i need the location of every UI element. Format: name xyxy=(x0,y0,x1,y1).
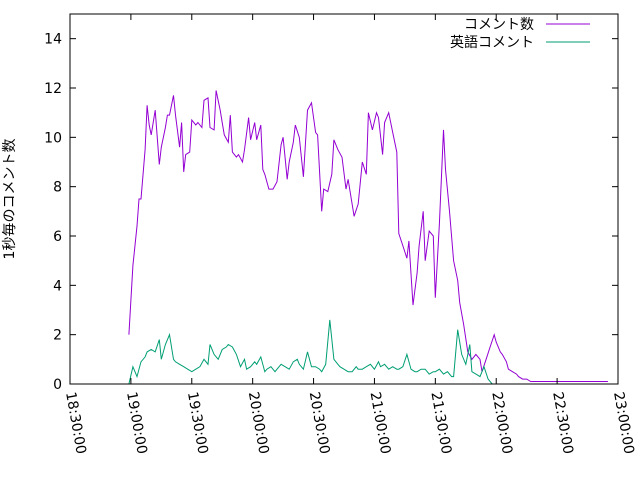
x-tick-label: 19:00:00 xyxy=(123,391,150,456)
x-tick-label: 22:30:00 xyxy=(549,391,576,456)
x-tick-label: 21:00:00 xyxy=(367,391,394,456)
x-tick-label: 20:00:00 xyxy=(245,391,272,456)
y-tick-label: 0 xyxy=(53,377,62,393)
y-tick-label: 10 xyxy=(44,130,62,146)
legend-label-1: 英語コメント xyxy=(450,34,534,51)
x-tick-label: 20:30:00 xyxy=(306,391,333,456)
y-tick-label: 4 xyxy=(53,278,62,294)
y-tick-label: 14 xyxy=(44,32,62,48)
x-tick-label: 21:30:00 xyxy=(427,391,454,456)
x-tick-label: 19:30:00 xyxy=(184,391,211,456)
plot-frame xyxy=(69,13,619,385)
y-tick-label: 8 xyxy=(53,180,62,196)
y-axis: 0 2 4 6 8 10 12 14 xyxy=(44,32,618,393)
series-layer xyxy=(128,90,608,385)
y-tick-label: 12 xyxy=(44,81,62,97)
y-axis-label: 1秒毎のコメント数 xyxy=(2,139,18,260)
series-line-0 xyxy=(128,90,608,382)
series-line-1 xyxy=(128,319,598,385)
legend-label-0: コメント数 xyxy=(464,17,534,33)
x-tick-label: 23:00:00 xyxy=(610,391,637,456)
y-tick-label: 2 xyxy=(53,328,62,344)
y-tick-label: 6 xyxy=(53,229,62,245)
x-tick-label: 22:00:00 xyxy=(488,391,515,456)
x-axis: 18:30:00 19:00:00 19:30:00 20:00:00 20:30:00… xyxy=(62,14,637,455)
x-tick-label: 18:30:00 xyxy=(62,391,89,456)
